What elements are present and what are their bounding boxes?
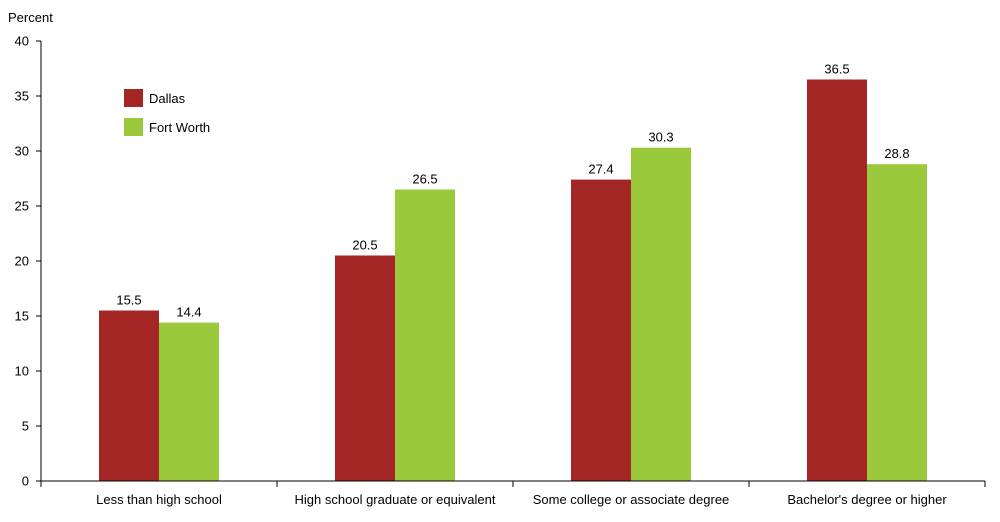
y-tick-label: 25 bbox=[15, 199, 29, 214]
data-labels: 15.5 20.5 27.4 36.5 14.4 26.5 30.3 28.8 bbox=[116, 62, 909, 320]
y-axis-title: Percent bbox=[8, 10, 53, 25]
bar bbox=[571, 179, 631, 481]
legend-label: Dallas bbox=[149, 91, 186, 106]
bar bbox=[159, 322, 219, 481]
y-tick-label: 10 bbox=[15, 364, 29, 379]
x-category-label: High school graduate or equivalent bbox=[295, 492, 496, 507]
bar bbox=[867, 164, 927, 481]
x-category-label: Some college or associate degree bbox=[533, 492, 730, 507]
y-tick-label: 35 bbox=[15, 89, 29, 104]
bars bbox=[99, 79, 927, 481]
bar-value-label: 26.5 bbox=[412, 172, 437, 187]
bar-value-label: 20.5 bbox=[352, 238, 377, 253]
x-axis: Less than high school High school graduat… bbox=[40, 480, 986, 507]
bar bbox=[395, 189, 455, 481]
legend: Dallas Fort Worth bbox=[124, 89, 210, 136]
y-tick-label: 0 bbox=[22, 474, 29, 489]
bar bbox=[807, 79, 867, 481]
bar-value-label: 36.5 bbox=[824, 62, 849, 77]
y-tick-label: 5 bbox=[22, 419, 29, 434]
y-axis-ticks: 0 5 10 15 20 25 30 35 40 bbox=[15, 34, 42, 489]
legend-swatch bbox=[124, 118, 143, 136]
y-tick-label: 20 bbox=[15, 254, 29, 269]
legend-swatch bbox=[124, 89, 143, 107]
legend-label: Fort Worth bbox=[149, 120, 210, 135]
bar-value-label: 28.8 bbox=[884, 146, 909, 161]
y-tick-label: 15 bbox=[15, 309, 29, 324]
bar-value-label: 15.5 bbox=[116, 293, 141, 308]
x-category-label: Bachelor's degree or higher bbox=[787, 492, 947, 507]
x-category-label: Less than high school bbox=[96, 492, 222, 507]
bar bbox=[631, 147, 691, 481]
bar bbox=[335, 255, 395, 481]
bar bbox=[99, 310, 159, 481]
y-tick-label: 40 bbox=[15, 34, 29, 49]
bar-value-label: 27.4 bbox=[588, 162, 613, 177]
y-tick-label: 30 bbox=[15, 144, 29, 159]
bar-value-label: 30.3 bbox=[648, 130, 673, 145]
bar-value-label: 14.4 bbox=[176, 305, 201, 320]
